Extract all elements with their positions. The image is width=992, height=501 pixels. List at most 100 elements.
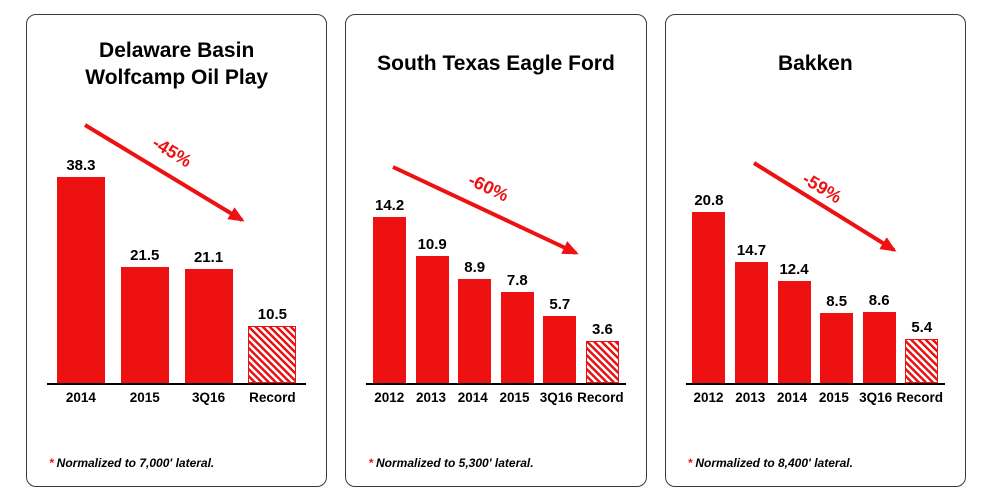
category-label: 3Q16: [192, 390, 226, 405]
footnote-asterisk: *: [687, 456, 693, 470]
footnote: * Normalized to 8,400' lateral.: [688, 456, 853, 470]
category-label: Record: [577, 390, 624, 405]
categories-row: 2012 2013 2014 2015 3Q16 Record: [686, 385, 945, 405]
decline-arrow-label: -59%: [799, 168, 845, 207]
bar-group: 21.5: [113, 247, 177, 383]
bar: [415, 256, 449, 383]
bar-value-label: 14.7: [736, 242, 767, 259]
bar-group: 8.9: [453, 259, 496, 383]
bar-value-label: 21.1: [193, 249, 224, 266]
category-label: 2014: [65, 390, 96, 405]
bar-value-label: 8.6: [868, 292, 890, 309]
categories-row: 2012 2013 2014 2015 3Q16 Record: [366, 385, 625, 405]
bar-value-label: 5.4: [911, 319, 933, 336]
category-label: 2015: [129, 390, 160, 405]
bars-row: -60% 14.2 10.9 8.9 7.8 5.7 3.6: [366, 105, 626, 385]
category-label: 2012: [374, 390, 405, 405]
decline-arrow-line: [83, 123, 245, 222]
bar-group: 3.6: [581, 321, 624, 383]
bar-value-label: 8.5: [826, 293, 848, 310]
chart-title: Bakken: [678, 27, 953, 101]
decline-arrow: -60%: [392, 165, 580, 255]
category-label: Record: [249, 390, 296, 405]
bar-value-label: 3.6: [591, 321, 613, 338]
decline-arrow-line: [752, 161, 897, 252]
chart-title-line: South Texas Eagle Ford: [377, 52, 615, 76]
plot-area: -60% 14.2 10.9 8.9 7.8 5.7 3.6 2012 2013 2014 20…: [366, 105, 626, 405]
bar: [120, 267, 169, 383]
bar-group: 20.8: [688, 192, 731, 383]
decline-arrow: -45%: [83, 123, 245, 222]
footnote-asterisk: *: [368, 456, 373, 470]
bar-group: 10.5: [240, 306, 304, 383]
bar: [692, 212, 726, 383]
chart-panel: South Texas Eagle Ford -60% 14.2 10.9 8.9 7…: [345, 14, 647, 487]
bar: [458, 279, 492, 383]
footnote-text: Normalized to 7,000' lateral.: [56, 456, 215, 470]
bar-value-label: 12.4: [779, 261, 809, 278]
chart-title-line: Wolfcamp Oil Play: [85, 66, 269, 89]
bar: [735, 262, 768, 383]
decline-arrow-label: -45%: [149, 132, 195, 171]
footnote: * Normalized to 7,000' lateral.: [49, 456, 214, 470]
footnote-asterisk: *: [49, 456, 54, 470]
chart-title-line: Delaware Basin: [99, 38, 255, 62]
chart-panel: Delaware Basin Wolfcamp Oil Play -45% 38.…: [26, 14, 328, 487]
category-label: 2013: [415, 390, 446, 405]
category-label: 2012: [693, 390, 724, 405]
category-label: 2015: [499, 390, 530, 405]
bar-value-label: 8.9: [464, 259, 486, 276]
plot-area: -59% 20.8 14.7 12.4 8.5 8.6 5.4 2012 2013 2014 2…: [685, 105, 945, 405]
category-label: 2014: [777, 390, 808, 405]
bar: [543, 316, 577, 383]
plot-area: -45% 38.3 21.5 21.1 10.5 2014 2015 3Q16 Record: [47, 105, 307, 405]
bar-value-label: 20.8: [694, 192, 724, 209]
bar-group: 14.7: [730, 242, 773, 383]
footnote-text: Normalized to 8,400' lateral.: [695, 456, 853, 470]
category-label: 3Q16: [539, 390, 573, 405]
record-bar: [248, 326, 297, 383]
bar-value-label: 21.5: [130, 247, 160, 264]
bar-group: 8.5: [815, 293, 858, 383]
bar-value-label: 5.7: [549, 296, 571, 313]
category-label: 2013: [735, 390, 766, 405]
decline-arrow-label: -60%: [466, 170, 513, 206]
chart-title-line: Bakken: [777, 52, 853, 76]
chart-title: Delaware Basin Wolfcamp Oil Play: [39, 27, 314, 101]
bar-group: 10.9: [411, 236, 454, 383]
bar-group: 7.8: [496, 272, 539, 383]
decline-arrow-line: [392, 165, 580, 255]
bar: [820, 313, 854, 383]
footnote: * Normalized to 5,300' lateral.: [368, 456, 533, 470]
bar: [56, 177, 105, 383]
category-label: 3Q16: [859, 390, 893, 405]
record-bar: [585, 341, 619, 383]
bar: [184, 269, 233, 383]
bar-value-label: 7.8: [506, 272, 528, 289]
chart-title: South Texas Eagle Ford: [358, 27, 633, 101]
bar-value-label: 10.9: [417, 236, 447, 253]
bar-value-label: 10.5: [257, 306, 287, 323]
bar: [777, 281, 811, 383]
bar-value-label: 14.2: [375, 197, 405, 214]
decline-arrow: -59%: [752, 161, 897, 252]
bar: [373, 217, 407, 383]
bar-group: 38.3: [49, 157, 113, 383]
bar-group: 21.1: [177, 249, 241, 383]
bars-row: -45% 38.3 21.5 21.1 10.5: [47, 105, 307, 385]
record-bar: [905, 339, 939, 383]
bar-group: 5.7: [539, 296, 582, 383]
category-label: 2015: [818, 390, 849, 405]
category-label: Record: [896, 390, 943, 405]
bar-group: 14.2: [368, 197, 411, 383]
bar: [500, 292, 534, 383]
chart-panel: Bakken -59% 20.8 14.7 12.4 8.5 8.6 5.4 2012 20…: [664, 14, 966, 487]
footnote-text: Normalized to 5,300' lateral.: [376, 456, 534, 470]
bar-value-label: 38.3: [66, 157, 96, 174]
categories-row: 2014 2015 3Q16 Record: [47, 385, 306, 405]
bar-group: 8.6: [858, 292, 901, 383]
category-label: 2014: [457, 390, 488, 405]
bar-group: 12.4: [773, 261, 816, 383]
bar-group: 5.4: [900, 319, 943, 383]
